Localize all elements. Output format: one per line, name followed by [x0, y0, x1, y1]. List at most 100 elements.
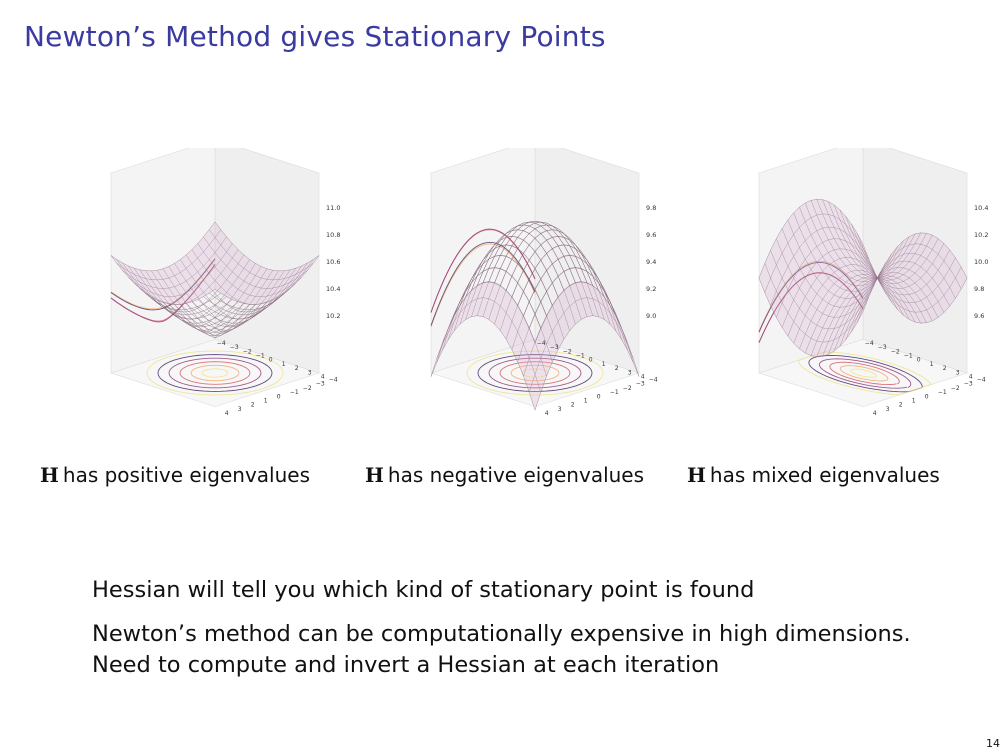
floor-contour [521, 368, 549, 378]
y-tick-label: 3 [886, 406, 890, 413]
y-tick-label: 2 [251, 402, 255, 409]
z-tick-label: 9.6 [974, 312, 984, 320]
y-tick-label: −3 [316, 381, 325, 388]
figure-positive-definite: 11.0 10.8 10.6 10.4 10.2 −4 −4 −3 −3 −2 −2 −1 −1 0 0 1 1… [90, 148, 340, 450]
y-tick-label: 0 [597, 393, 601, 400]
surface-plot-dome: 9.8 9.6 9.4 9.2 9.0 −4 −4 −3 −3 −2 −2 −1 −1 0 0 1 1 2 2 3 3 4… [430, 148, 658, 417]
y-tick-label: −1 [610, 389, 619, 396]
floor-contour [157, 354, 273, 392]
wall-contour [758, 260, 864, 332]
z-tick-label: 9.6 [646, 231, 656, 239]
floor-contour [850, 368, 877, 378]
note-cost: Newton’s method can be computationally e… [92, 621, 911, 647]
y-tick-label: −4 [977, 377, 986, 384]
floor-contour [488, 357, 582, 389]
x-tick-label: 1 [282, 361, 286, 368]
x-tick-label: −1 [904, 352, 913, 359]
floor-contour [477, 354, 593, 392]
y-tick-label: −3 [964, 381, 973, 388]
z-tick-label: 9.2 [646, 285, 656, 293]
hessian-symbol: H [40, 463, 59, 487]
y-tick-label: 3 [238, 406, 242, 413]
x-tick-label: −4 [217, 340, 226, 347]
x-tick-label: 4 [969, 373, 973, 380]
figure-indefinite: 10.4 10.2 10.0 9.8 9.6 −4 −4 −3 −3 −2 −2 −1 −1 0 0 1 1 2 2… [738, 148, 988, 450]
x-tick-label: 2 [943, 365, 947, 372]
y-tick-label: 3 [558, 406, 562, 413]
x-tick-label: 3 [308, 369, 312, 376]
x-tick-label: −3 [230, 344, 239, 351]
surface-mesh [758, 199, 968, 357]
slide-title: Newton’s Method gives Stationary Points [24, 20, 606, 53]
x-tick-label: −2 [243, 348, 252, 355]
y-tick-label: −2 [951, 385, 960, 392]
x-tick-label: 2 [295, 365, 299, 372]
page-number: 14 [986, 737, 1000, 750]
x-tick-label: −3 [550, 344, 559, 351]
hessian-symbol: H [365, 463, 384, 487]
y-tick-label: 1 [584, 398, 588, 405]
floor-contour [466, 350, 604, 396]
floor-contour [829, 361, 900, 385]
floor-pane [110, 339, 320, 407]
figure-negative-definite: 9.8 9.6 9.4 9.2 9.0 −4 −4 −3 −3 −2 −2 −1 −1 0 0 1 1 2 2 3 3 4… [410, 148, 660, 450]
x-tick-label: 4 [321, 373, 325, 380]
floor-contour [797, 351, 932, 396]
x-tick-label: 2 [615, 365, 619, 372]
x-tick-label: −4 [537, 340, 546, 347]
wall-contour [758, 262, 864, 333]
z-tick-label: 10.8 [326, 231, 340, 239]
caption-text: has mixed eigenvalues [709, 463, 940, 487]
x-tick-label: −1 [576, 352, 585, 359]
y-tick-label: 2 [571, 402, 575, 409]
floor-contour [510, 364, 560, 382]
floor-contour [201, 368, 229, 378]
floor-contour [179, 361, 251, 385]
y-tick-label: −2 [623, 385, 632, 392]
x-tick-label: 0 [917, 357, 921, 364]
z-tick-label: 10.2 [326, 312, 340, 320]
surface-mesh [110, 221, 320, 339]
y-tick-label: 0 [277, 393, 281, 400]
wall-contour [758, 272, 864, 343]
x-tick-label: 0 [269, 357, 273, 364]
wall-contour [430, 241, 536, 326]
note-hessian: Hessian will tell you which kind of stat… [92, 577, 755, 603]
x-tick-label: −2 [891, 348, 900, 355]
x-tick-label: 3 [628, 369, 632, 376]
z-tick-label: 10.6 [326, 258, 340, 266]
wall-contour [110, 258, 216, 311]
x-tick-label: 4 [641, 373, 645, 380]
y-tick-label: 4 [225, 410, 229, 417]
y-tick-label: 0 [925, 393, 929, 400]
note-invert: Need to compute and invert a Hessian at … [92, 652, 720, 678]
z-tick-label: 11.0 [326, 204, 340, 212]
notes: Hessian will tell you which kind of stat… [92, 575, 911, 681]
y-tick-label: 1 [912, 398, 916, 405]
x-tick-label: 1 [930, 361, 934, 368]
surface-fill [759, 199, 967, 357]
x-tick-label: −1 [256, 352, 265, 359]
surface-fill [111, 221, 319, 305]
y-tick-label: −1 [938, 389, 947, 396]
floor-contour [818, 358, 912, 389]
floor-contour [839, 365, 889, 382]
z-tick-label: 9.0 [646, 312, 656, 320]
floor-contour [190, 364, 240, 382]
z-tick-label: 9.8 [974, 285, 984, 293]
x-tick-label: −3 [878, 344, 887, 351]
y-tick-label: 4 [873, 410, 877, 417]
wall-contour [430, 243, 536, 328]
z-tick-label: 9.4 [646, 258, 656, 266]
surface-plot-saddle: 10.4 10.2 10.0 9.8 9.6 −4 −4 −3 −3 −2 −2 −1 −1 0 0 1 1 2 2… [758, 148, 988, 417]
floor-contour [168, 357, 262, 389]
x-tick-label: −2 [563, 348, 572, 355]
x-tick-label: 0 [589, 357, 593, 364]
x-tick-label: −4 [865, 340, 874, 347]
caption-text: has negative eigenvalues [387, 463, 645, 487]
surface-plot-bowl: 11.0 10.8 10.6 10.4 10.2 −4 −4 −3 −3 −2 −2 −1 −1 0 0 1 1… [110, 148, 340, 417]
surface-mesh [430, 220, 640, 411]
